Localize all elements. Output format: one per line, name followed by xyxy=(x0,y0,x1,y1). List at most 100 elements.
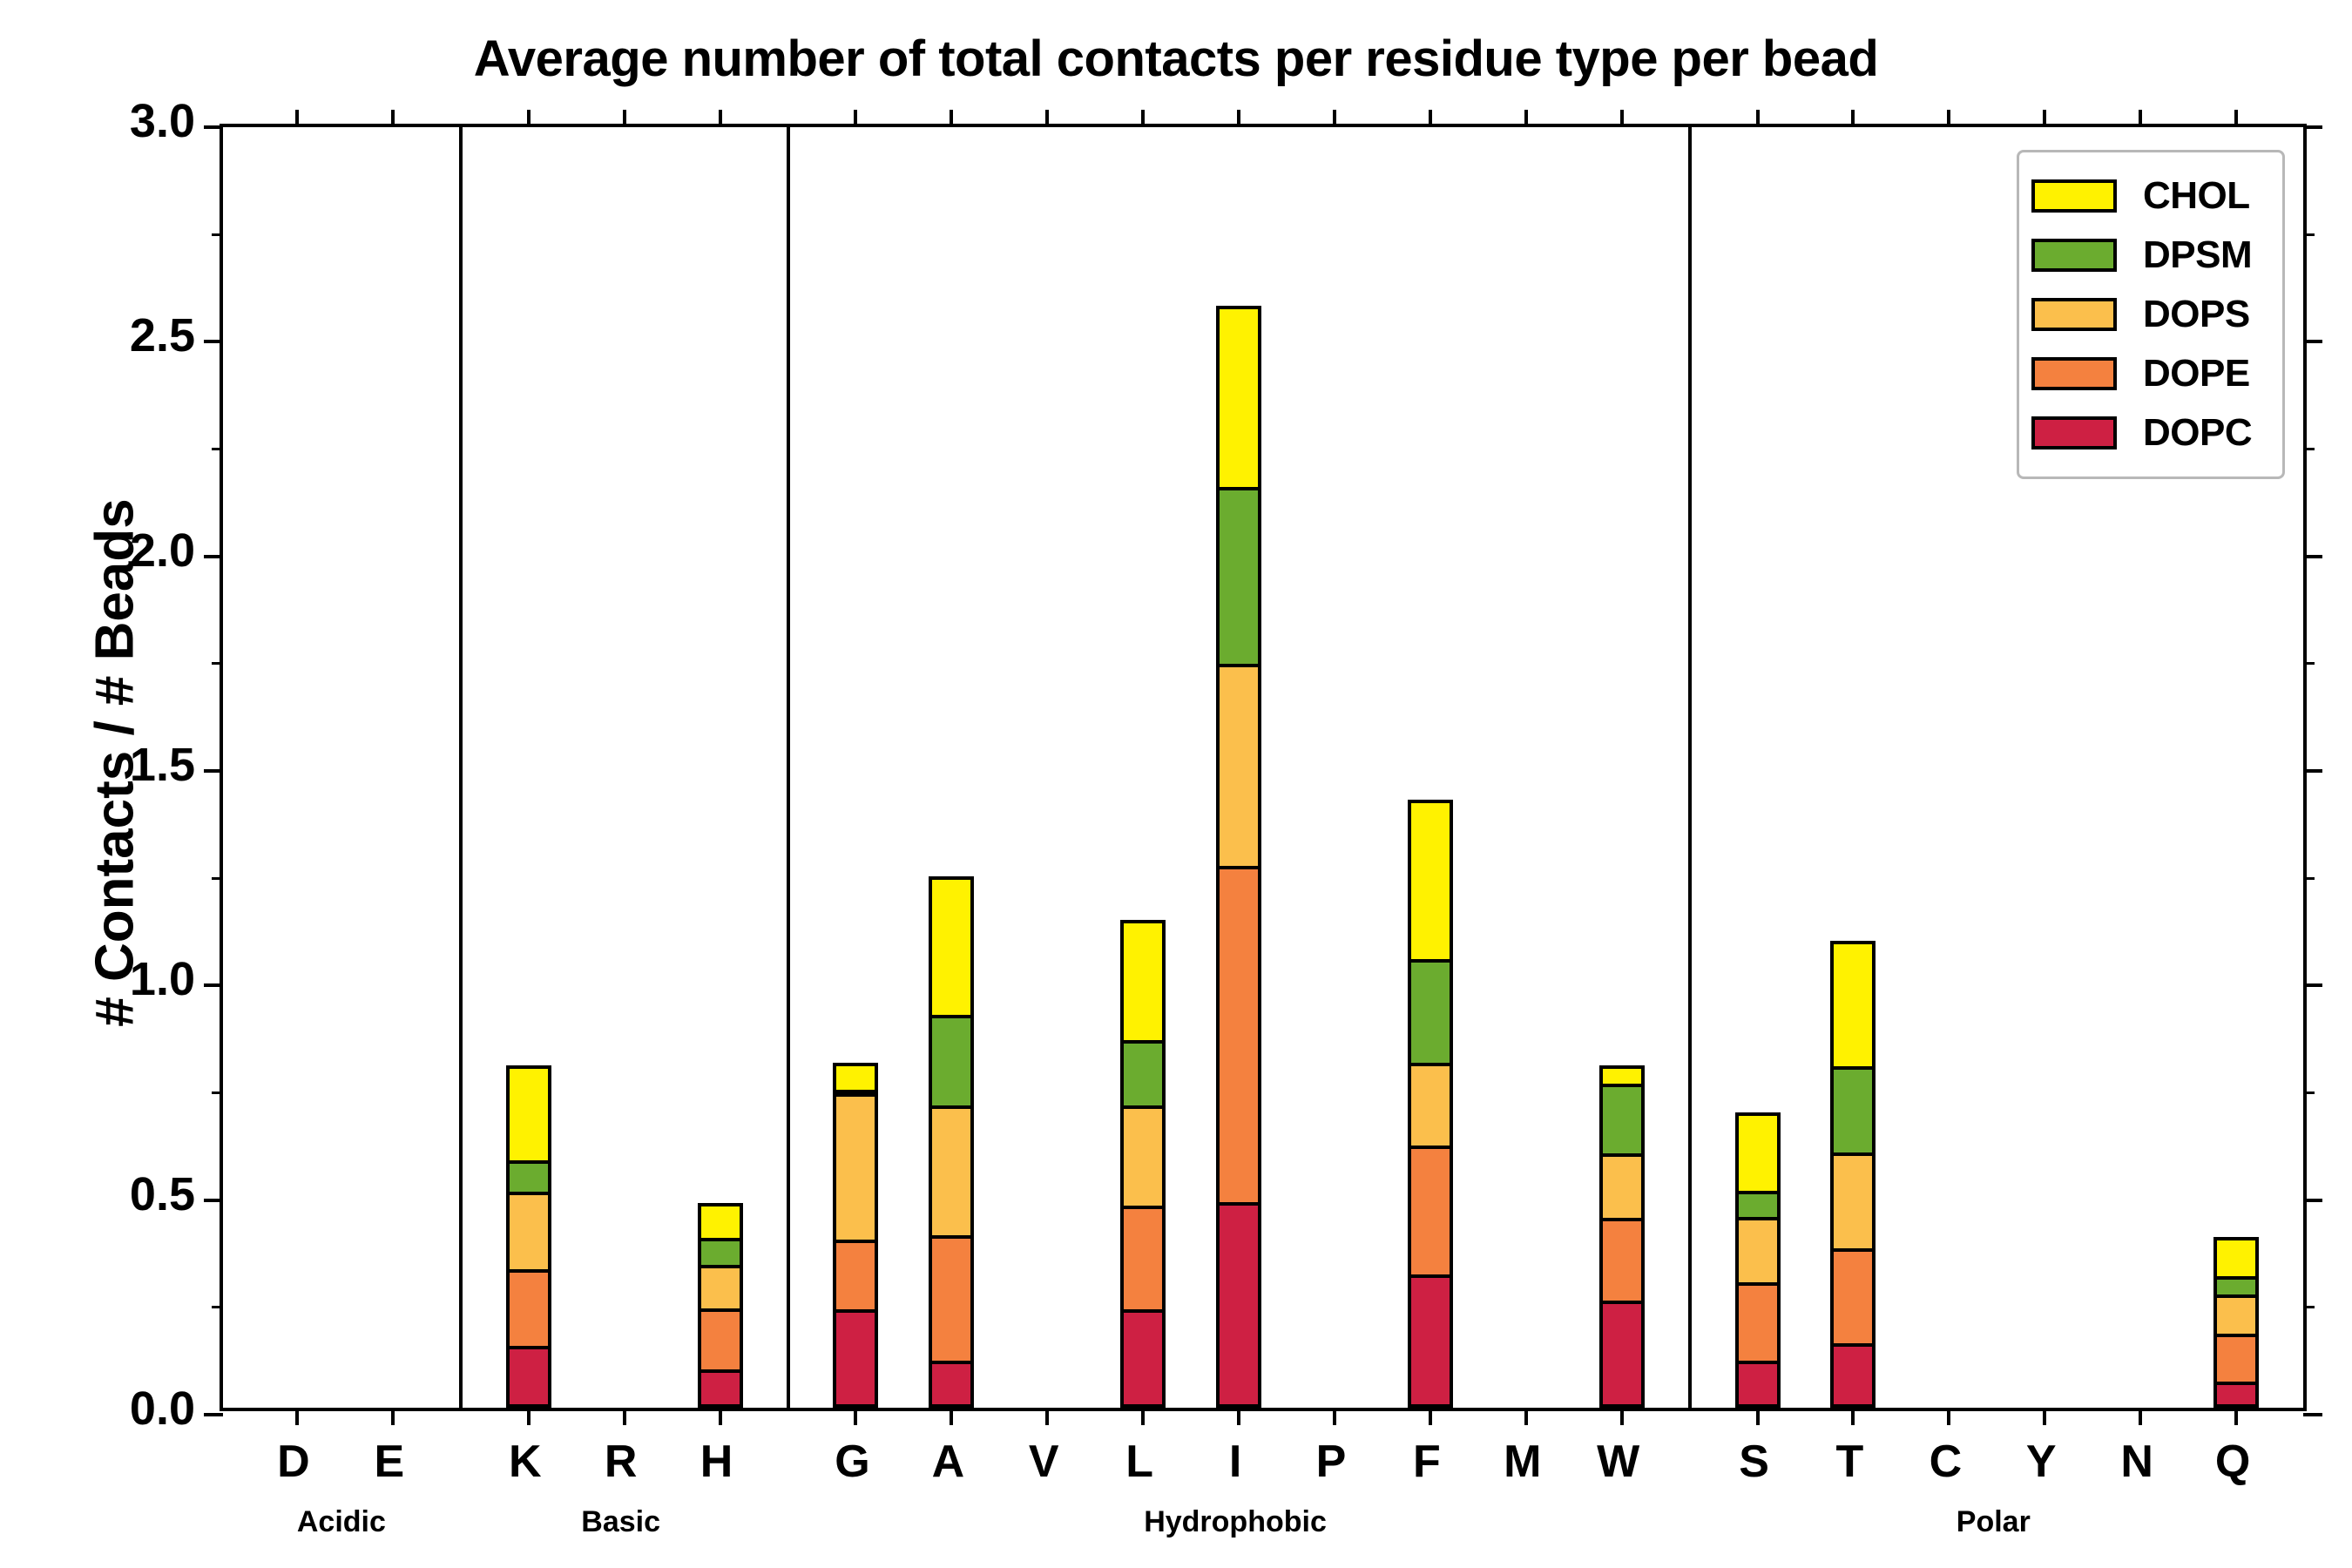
bar-A[interactable] xyxy=(929,876,975,1408)
x-axis-tick-top xyxy=(2234,110,2239,127)
y-axis-minor-tick xyxy=(212,1306,223,1309)
x-axis-tick-top xyxy=(1851,110,1855,127)
bar-segment-dope[interactable] xyxy=(1734,1282,1781,1364)
x-axis-tick xyxy=(294,1408,299,1425)
bar-segment-dopc[interactable] xyxy=(1734,1360,1781,1408)
y-axis-tick xyxy=(2303,1198,2322,1202)
bar-segment-dopc[interactable] xyxy=(1120,1308,1166,1408)
legend-item-dpsm[interactable]: DPSM xyxy=(2031,226,2270,285)
bar-segment-dopc[interactable] xyxy=(1216,1201,1262,1408)
y-axis-minor-tick xyxy=(212,662,223,666)
legend-item-dops[interactable]: DOPS xyxy=(2031,285,2270,344)
bar-segment-dope[interactable] xyxy=(505,1269,551,1349)
bar-L[interactable] xyxy=(1120,919,1166,1408)
bar-segment-chol[interactable] xyxy=(833,1063,879,1093)
legend-item-dope[interactable]: DOPE xyxy=(2031,344,2270,403)
bar-segment-dpsm[interactable] xyxy=(505,1160,551,1195)
bar-segment-dpsm[interactable] xyxy=(2213,1276,2260,1299)
bar-segment-chol[interactable] xyxy=(505,1065,551,1165)
bar-segment-dope[interactable] xyxy=(1598,1218,1645,1304)
x-axis-tick-top xyxy=(390,110,395,127)
bar-F[interactable] xyxy=(1407,799,1453,1408)
group-divider xyxy=(1687,127,1692,1408)
bar-segment-dopc[interactable] xyxy=(1598,1300,1645,1408)
bar-segment-dopc[interactable] xyxy=(1830,1343,1876,1408)
bar-segment-dope[interactable] xyxy=(1830,1247,1876,1348)
bar-segment-dopc[interactable] xyxy=(833,1308,879,1408)
bar-segment-chol[interactable] xyxy=(697,1202,743,1242)
legend-label-dope: DOPE xyxy=(2143,352,2250,395)
bar-segment-dope[interactable] xyxy=(1120,1205,1166,1313)
bar-segment-dops[interactable] xyxy=(1598,1152,1645,1222)
bar-segment-chol[interactable] xyxy=(2213,1237,2260,1281)
bar-segment-dops[interactable] xyxy=(1120,1105,1166,1209)
bar-segment-dope[interactable] xyxy=(697,1308,743,1373)
legend-swatch-dops xyxy=(2031,298,2117,331)
bar-segment-dops[interactable] xyxy=(1830,1152,1876,1252)
x-axis-tick-top xyxy=(1332,110,1336,127)
bar-segment-dope[interactable] xyxy=(929,1235,975,1364)
x-axis-tick-label-K: K xyxy=(508,1436,542,1487)
x-axis-tick-label-R: R xyxy=(604,1436,638,1487)
bar-segment-dope[interactable] xyxy=(2213,1334,2260,1386)
x-axis-tick xyxy=(2139,1408,2143,1425)
bar-K[interactable] xyxy=(505,1065,551,1408)
bar-segment-dops[interactable] xyxy=(2213,1294,2260,1338)
y-axis-tick-label: 2.5 xyxy=(129,309,195,362)
bar-H[interactable] xyxy=(697,1202,743,1408)
bar-segment-dpsm[interactable] xyxy=(1830,1066,1876,1157)
bar-Q[interactable] xyxy=(2213,1237,2260,1408)
x-axis-tick-top xyxy=(1619,110,1624,127)
legend-label-dpsm: DPSM xyxy=(2143,233,2253,276)
bar-segment-dops[interactable] xyxy=(929,1105,975,1240)
bar-W[interactable] xyxy=(1598,1065,1645,1408)
bar-segment-dops[interactable] xyxy=(505,1191,551,1274)
bar-segment-chol[interactable] xyxy=(1830,941,1876,1071)
bar-segment-dope[interactable] xyxy=(1407,1145,1453,1279)
bar-I[interactable] xyxy=(1216,306,1262,1408)
bar-S[interactable] xyxy=(1734,1112,1781,1408)
legend-swatch-chol xyxy=(2031,179,2117,213)
bar-segment-dops[interactable] xyxy=(697,1264,743,1312)
bar-segment-dpsm[interactable] xyxy=(929,1014,975,1110)
group-label-basic: Basic xyxy=(581,1505,660,1538)
bar-segment-dops[interactable] xyxy=(1734,1217,1781,1287)
bar-segment-dops[interactable] xyxy=(1216,663,1262,870)
bar-segment-dopc[interactable] xyxy=(1407,1274,1453,1408)
x-axis-tick-top xyxy=(854,110,858,127)
bar-segment-dopc[interactable] xyxy=(697,1369,743,1408)
x-axis-tick xyxy=(2043,1408,2047,1425)
bar-segment-dopc[interactable] xyxy=(505,1345,551,1408)
bar-segment-dpsm[interactable] xyxy=(1216,486,1262,667)
group-divider xyxy=(458,127,463,1408)
bar-segment-dope[interactable] xyxy=(833,1239,879,1313)
bar-segment-dops[interactable] xyxy=(1407,1063,1453,1149)
legend-item-dopc[interactable]: DOPC xyxy=(2031,403,2270,463)
bar-segment-chol[interactable] xyxy=(929,876,975,1018)
bar-G[interactable] xyxy=(833,1063,879,1408)
y-axis-tick-label: 0.0 xyxy=(129,1382,195,1435)
x-axis-tick-top xyxy=(526,110,531,127)
bar-segment-dops[interactable] xyxy=(833,1092,879,1243)
bar-segment-chol[interactable] xyxy=(1120,919,1166,1044)
bar-segment-chol[interactable] xyxy=(1216,306,1262,490)
bar-segment-chol[interactable] xyxy=(1734,1112,1781,1194)
bar-segment-dopc[interactable] xyxy=(929,1360,975,1408)
bar-segment-dpsm[interactable] xyxy=(1734,1190,1781,1221)
bar-segment-dpsm[interactable] xyxy=(697,1238,743,1268)
bar-segment-dpsm[interactable] xyxy=(1407,958,1453,1067)
bar-segment-dpsm[interactable] xyxy=(1120,1040,1166,1110)
bar-segment-dopc[interactable] xyxy=(2213,1382,2260,1408)
bar-segment-chol[interactable] xyxy=(1407,799,1453,963)
x-axis-tick-top xyxy=(2139,110,2143,127)
x-axis-tick-label-H: H xyxy=(700,1436,733,1487)
bar-T[interactable] xyxy=(1830,941,1876,1408)
y-axis-minor-tick xyxy=(2303,662,2315,666)
y-axis-tick-label: 1.5 xyxy=(129,739,195,791)
x-axis-tick xyxy=(2234,1408,2239,1425)
bar-segment-dpsm[interactable] xyxy=(1598,1083,1645,1157)
y-axis-tick-label: 0.5 xyxy=(129,1167,195,1220)
x-axis-tick-label-G: G xyxy=(835,1436,870,1487)
bar-segment-dope[interactable] xyxy=(1216,866,1262,1206)
legend-item-chol[interactable]: CHOL xyxy=(2031,166,2270,226)
